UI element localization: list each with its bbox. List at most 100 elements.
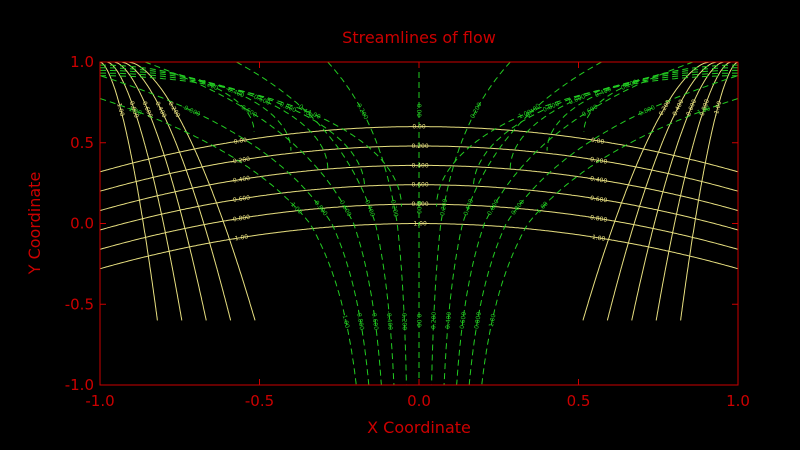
dashed-contour-line <box>100 72 366 188</box>
axis-ticks: -1.0 -0.5 0.0 0.5 1.0 -1.0 -0.5 0.0 0.5 1.0 <box>65 53 750 410</box>
solid-contour-label: -0.600 <box>409 182 429 189</box>
dashed-contour-label: -0.400 <box>225 85 246 99</box>
solid-contour-label: -0.200 <box>166 99 182 119</box>
dashed-contour-label: -0.200 <box>389 197 400 217</box>
dashed-contour-label: -1.00 <box>340 312 350 329</box>
solid-contour-label: -0.200 <box>587 156 607 166</box>
x-tick-label: 0.0 <box>407 392 431 410</box>
dashed-contour-label: 0.00 <box>415 104 422 118</box>
solid-contour-line <box>631 61 724 321</box>
y-axis-label: Y Coordinate <box>25 172 44 276</box>
dashed-contour-label: 0.00 <box>415 314 422 328</box>
dashed-contour-label: 1.00 <box>517 109 532 121</box>
dashed-contour-label: -0.800 <box>181 104 202 119</box>
dashed-contour-label: 0.600 <box>568 93 587 106</box>
dashed-contour-line <box>100 67 292 151</box>
dashed-contour-line <box>100 98 357 386</box>
dashed-contour-label: -0.400 <box>385 311 394 331</box>
dashed-contour-label: 0.800 <box>473 311 483 329</box>
x-tick-label: -1.0 <box>85 392 114 410</box>
dashed-contour-label: -0.600 <box>251 93 272 107</box>
y-tick-label: -0.5 <box>65 295 94 313</box>
dashed-contour-label: 1.00 <box>535 200 549 215</box>
y-tick-label: 1.0 <box>70 53 94 71</box>
solid-contour-label: -0.400 <box>670 98 685 119</box>
dashed-contour-label: 0.200 <box>430 312 438 330</box>
dashed-contour-label: -0.400 <box>363 197 377 218</box>
dashed-contour-line <box>546 67 738 151</box>
y-tick-label: 0.5 <box>70 134 94 152</box>
solid-contour-label: -0.400 <box>587 175 607 185</box>
solid-contour-label: -0.600 <box>230 194 250 204</box>
dashed-contour-line <box>144 61 382 386</box>
x-tick-label: 0.5 <box>567 392 591 410</box>
solid-contour-line <box>128 61 256 321</box>
contour-lines <box>99 61 739 386</box>
solid-contour-label: -0.800 <box>409 201 429 208</box>
dashed-contour-label: -0.600 <box>370 310 379 330</box>
dashed-contour-label: 0.600 <box>581 103 599 118</box>
solid-contour-label: 0.00 <box>412 124 426 131</box>
dashed-contour-label: 0.800 <box>542 100 561 113</box>
dashed-contour-line <box>583 64 738 132</box>
y-tick-label: -1.0 <box>65 376 94 394</box>
dashed-contour-label: -0.800 <box>355 310 365 330</box>
dashed-contour-line <box>481 98 738 386</box>
dashed-contour-line <box>468 75 737 386</box>
solid-contour-label: -0.800 <box>230 214 250 224</box>
solid-contour-label: -1.00 <box>411 221 427 228</box>
solid-contour-label: -0.200 <box>409 143 429 150</box>
solid-contour-line <box>114 61 207 321</box>
solid-contour-label: 0.00 <box>233 137 247 146</box>
dashed-contour-label: 0.400 <box>594 86 613 99</box>
solid-contour-line <box>606 61 717 321</box>
x-tick-label: -0.5 <box>245 392 274 410</box>
dashed-contour-line <box>101 75 370 386</box>
solid-contour-label: -0.400 <box>230 175 250 185</box>
dashed-contour-line <box>456 61 694 386</box>
dashed-contour-label: 1.00 <box>696 105 711 116</box>
dashed-contour-line <box>472 72 738 188</box>
dashed-contour-label: 0.600 <box>486 198 501 217</box>
dashed-contour-line <box>327 61 407 386</box>
dashed-contour-label: -0.600 <box>337 197 353 217</box>
dashed-contour-line <box>431 61 511 386</box>
solid-contour-label: -0.800 <box>587 214 607 224</box>
solid-contour-label: -1.00 <box>713 100 724 117</box>
chart-title: Streamlines of flow <box>342 28 496 47</box>
x-axis-label: X Coordinate <box>367 418 471 437</box>
solid-contour-label: -0.600 <box>587 194 607 204</box>
dashed-contour-label: 0.200 <box>620 78 639 91</box>
solid-contour-label: -0.200 <box>230 156 250 166</box>
solid-contour-line <box>121 61 232 321</box>
dashed-contour-label: 0.00 <box>415 201 422 215</box>
solid-contour-line <box>107 61 183 321</box>
dashed-contour-label: 0.600 <box>459 311 468 329</box>
solid-contour-label: -0.600 <box>684 98 698 119</box>
dashed-contour-label: 1.00 <box>488 313 498 328</box>
dashed-contour-line <box>509 69 738 170</box>
dashed-contour-label: -0.200 <box>354 100 369 121</box>
dashed-contour-label: -0.200 <box>400 311 408 331</box>
solid-contour-line <box>655 61 731 321</box>
solid-contour-label: -0.400 <box>409 162 429 169</box>
solid-contour-label: -1.00 <box>115 100 126 117</box>
x-tick-label: 1.0 <box>726 392 750 410</box>
y-tick-label: 0.0 <box>70 215 94 233</box>
dashed-contour-label: -0.200 <box>198 78 219 92</box>
dashed-contour-line <box>443 61 602 385</box>
dashed-contour-label: 0.400 <box>445 311 453 329</box>
dashed-contour-label: 0.800 <box>638 104 657 118</box>
dashed-contour-label: 0.200 <box>439 198 449 216</box>
dashed-contour-label: 0.200 <box>469 101 483 120</box>
solid-contour-label: -1.00 <box>589 234 606 243</box>
solid-contour-line <box>582 61 710 321</box>
dashed-contour-line <box>100 64 255 132</box>
dashed-contour-line <box>236 61 395 385</box>
dashed-contour-label: 0.400 <box>462 198 475 217</box>
dashed-contour-label: 0.800 <box>510 199 526 217</box>
solid-contour-label: 0.00 <box>590 137 604 146</box>
solid-contour-label: -0.600 <box>140 98 154 119</box>
dashed-contour-line <box>100 69 329 170</box>
